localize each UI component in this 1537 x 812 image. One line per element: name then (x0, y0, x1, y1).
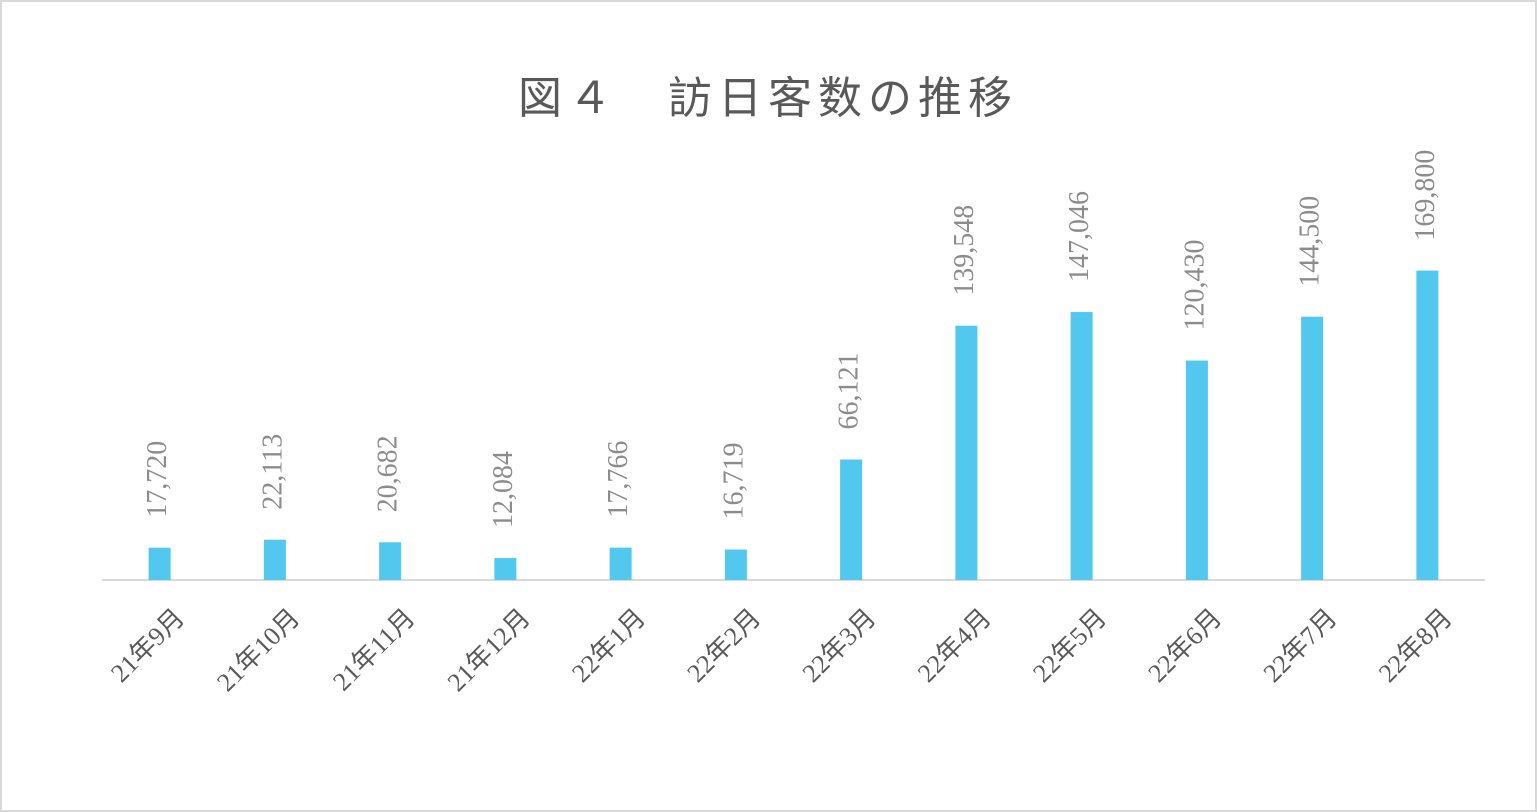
value-label: 66,121 (834, 353, 865, 430)
bar (724, 549, 747, 580)
bar (494, 557, 517, 580)
bar (1416, 270, 1439, 580)
value-label: 17,720 (142, 441, 173, 518)
bar (609, 547, 632, 580)
value-label: 120,430 (1179, 240, 1210, 331)
bar (1301, 316, 1324, 580)
bar (148, 547, 171, 580)
bar (263, 539, 286, 580)
bar (840, 459, 863, 580)
bar (1185, 360, 1208, 580)
bar (379, 542, 402, 580)
value-label: 144,500 (1295, 196, 1326, 287)
value-label: 16,719 (718, 443, 749, 520)
value-label: 139,548 (949, 205, 980, 296)
value-label: 147,046 (1064, 191, 1095, 282)
chart-title: 図４ 訪日客数の推移 (518, 74, 1018, 123)
value-label: 22,113 (257, 434, 288, 510)
bar (1070, 312, 1093, 580)
value-label: 12,084 (488, 451, 519, 528)
value-label: 169,800 (1410, 150, 1441, 241)
value-label: 20,682 (373, 435, 404, 512)
value-label: 17,766 (603, 441, 634, 518)
bar (955, 325, 978, 580)
